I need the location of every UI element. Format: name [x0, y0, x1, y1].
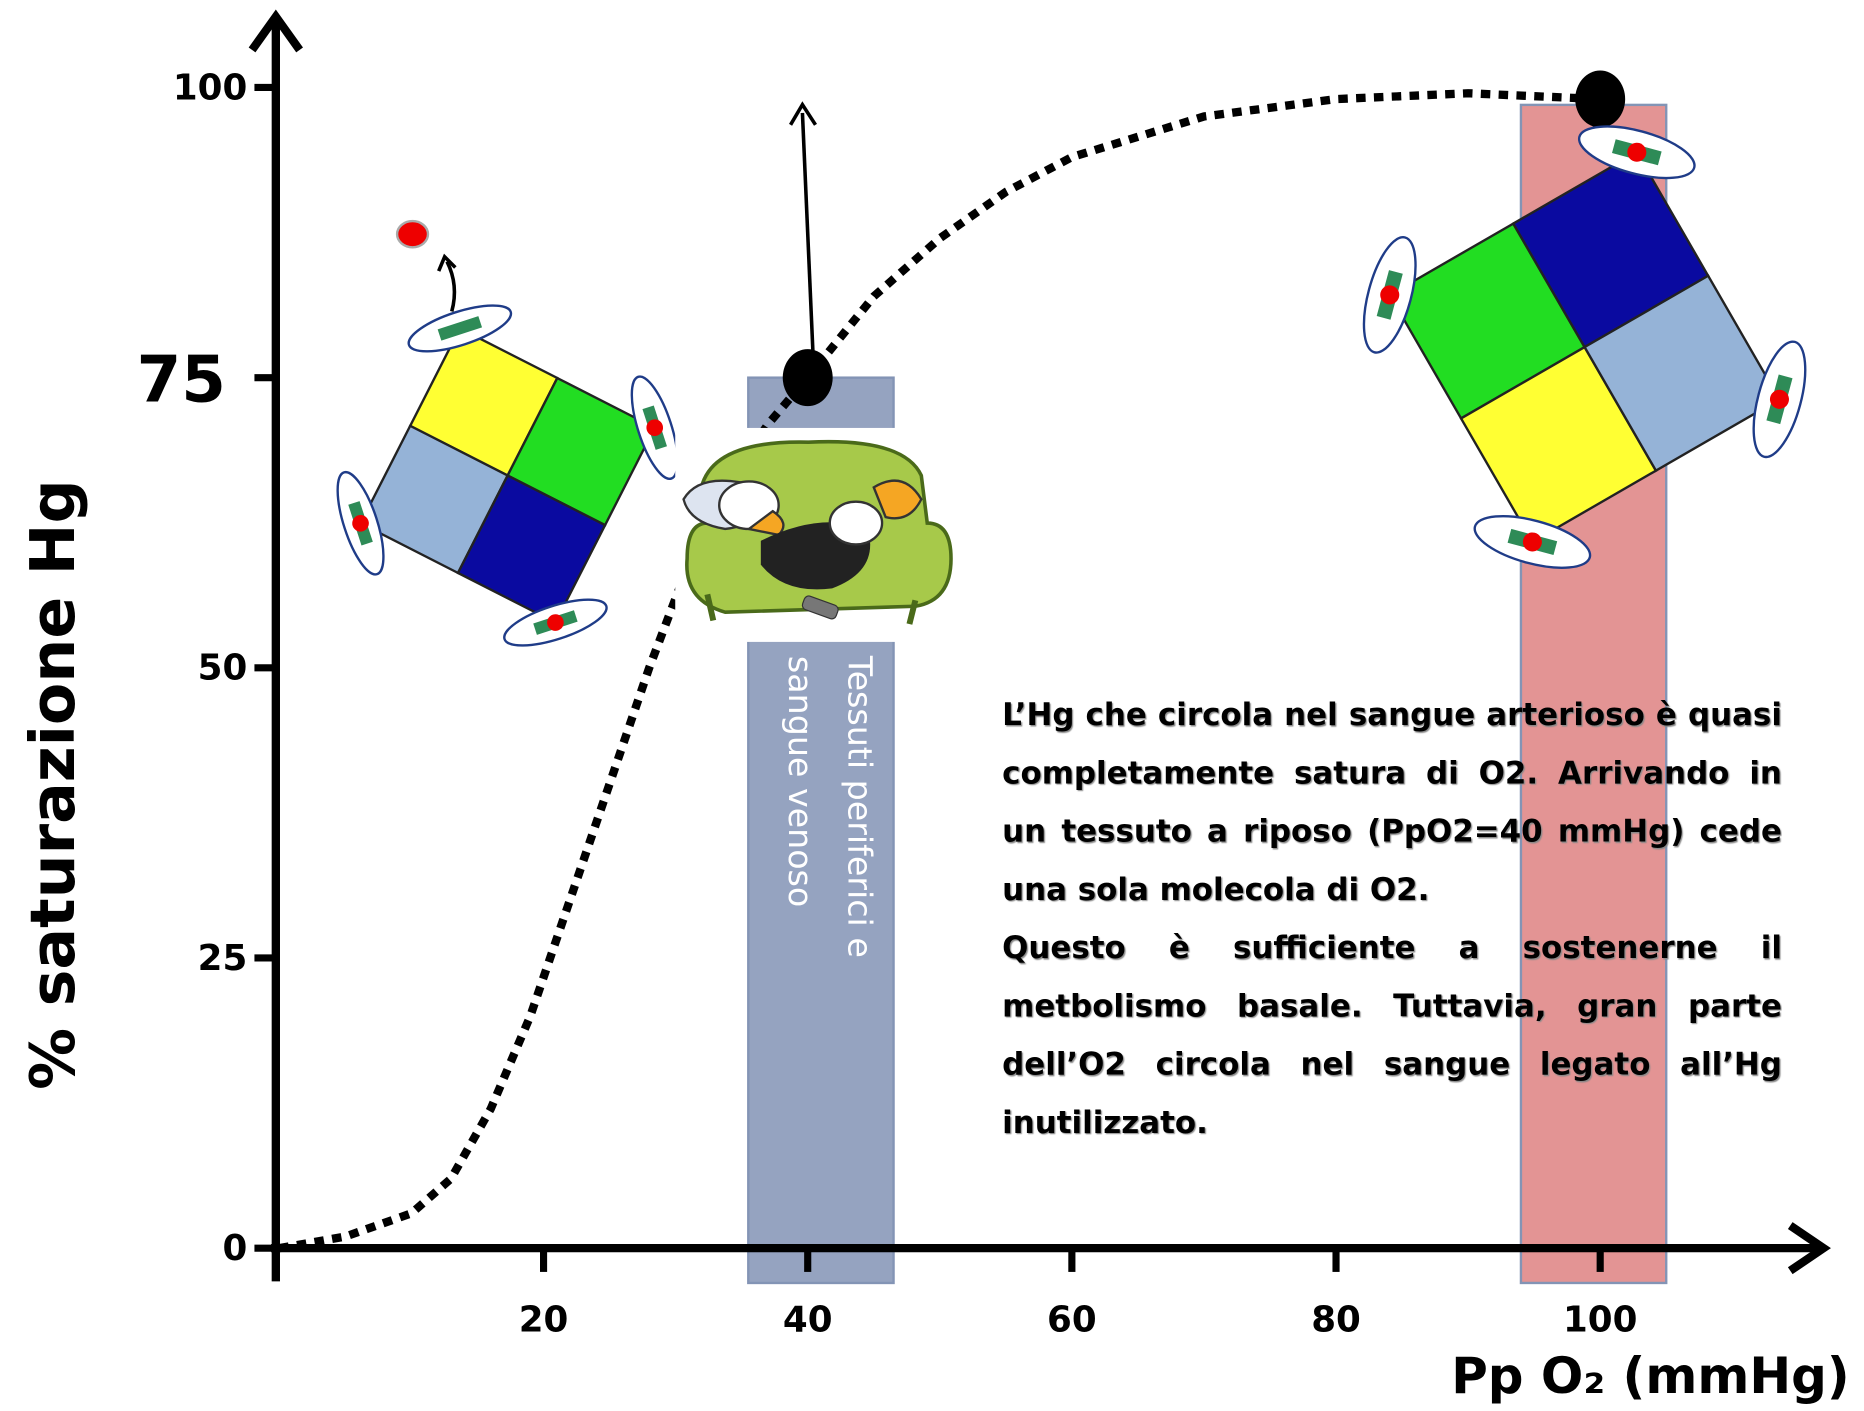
region-label: Tessuti periferici e: [840, 655, 879, 958]
released-o2: [395, 219, 430, 249]
axes: 0 25 50 75 100 20 40 60 80 100: [137, 9, 1831, 1340]
y-axis-arrow: [248, 9, 303, 53]
x-tick-label: 60: [1047, 1299, 1097, 1340]
y-tick-label: 25: [198, 938, 248, 979]
x-tick-label: 80: [1311, 1299, 1361, 1340]
annotation-box: L’Hg che circola nel sangue arterioso è …: [1002, 687, 1782, 1153]
annotation-paragraph: L’Hg che circola nel sangue arterioso è …: [1002, 697, 1782, 909]
y-tick-label: 0: [222, 1228, 247, 1269]
resting-figure: [675, 427, 961, 642]
x-axis-label: Pp O₂ (mmHg): [1451, 1347, 1849, 1405]
saturation-curve: [278, 89, 1601, 1253]
texts: % saturazione Hg Pp O₂ (mmHg): [17, 479, 1850, 1405]
o2-leave-arrow: [445, 260, 457, 312]
x-axis-arrow: [1787, 1222, 1831, 1275]
annotation: L’Hg che circola nel sangue arterioso è …: [1002, 687, 1782, 1153]
hemoglobin-right: [1362, 125, 1807, 569]
annotation-paragraph: Questo è sufficiente a sostenerne il met…: [1002, 930, 1782, 1142]
hemoglobin-left: [336, 304, 679, 647]
marker: [782, 349, 833, 407]
x-tick-label: 100: [1563, 1299, 1637, 1340]
release-arrow-head: [789, 101, 818, 126]
release-arrow: [800, 112, 815, 357]
x-tick-label: 20: [519, 1299, 569, 1340]
y-tick-label: 100: [173, 67, 247, 108]
y-tick-label: 50: [198, 648, 248, 689]
plot: [278, 70, 1626, 1253]
region-label: sangue venoso: [781, 656, 820, 907]
y-axis-label: % saturazione Hg: [17, 479, 89, 1090]
y-tick-label: 75: [137, 342, 226, 417]
x-tick-label: 40: [783, 1299, 833, 1340]
o2-leave-arrow-head: [437, 253, 457, 272]
marker: [1575, 70, 1626, 128]
